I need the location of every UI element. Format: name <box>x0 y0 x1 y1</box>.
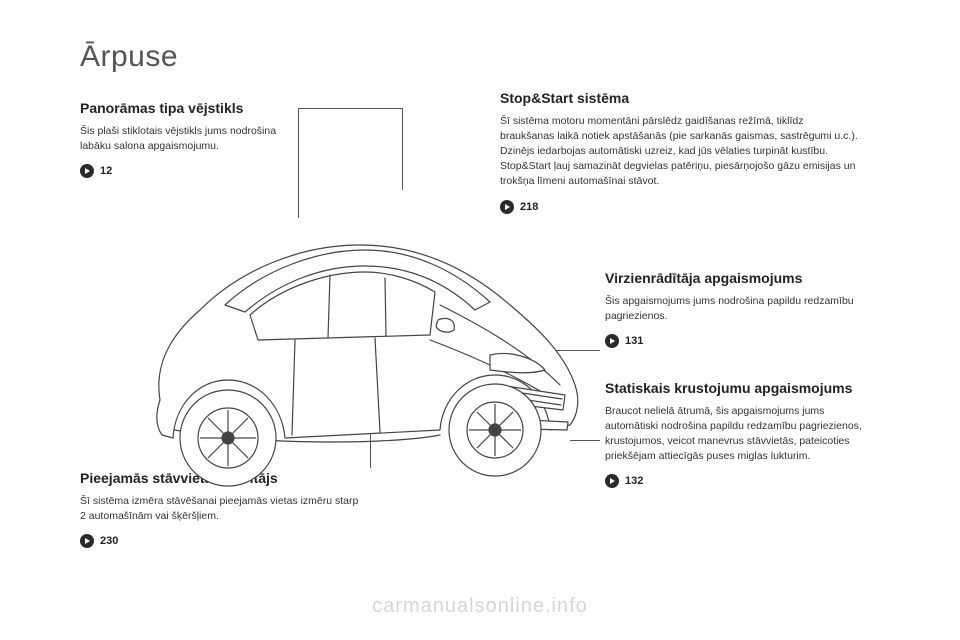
heading-virziens: Virzienrādītāja apgaismojums <box>605 270 870 288</box>
ref-num: 132 <box>625 475 643 487</box>
ref-pieejamas: 230 <box>80 534 360 548</box>
heading-panorama: Panorāmas tipa vējstikls <box>80 100 290 118</box>
play-icon <box>80 164 94 178</box>
body-statiskais: Braucot nelielā ātrumā, šis apgaismojums… <box>605 404 870 465</box>
body-pieejamas: Šī sistēma izmēra stāvēšanai pieejamās v… <box>80 494 360 524</box>
ref-panorama: 12 <box>80 164 290 178</box>
body-virziens: Šis apgaismojums jums nodrošina papildu … <box>605 294 870 324</box>
heading-statiskais: Statiskais krustojumu apgaismojums <box>605 380 870 398</box>
play-icon <box>605 334 619 348</box>
ref-virziens: 131 <box>605 334 870 348</box>
section-virziens: Virzienrādītāja apgaismojums Šis apgaism… <box>605 270 870 348</box>
heading-stopstart: Stop&Start sistēma <box>500 90 860 108</box>
body-panorama: Šis plaši stiklotais vējstikls jums nodr… <box>80 124 290 154</box>
body-stopstart: Šī sistēma motoru momentāni pārslēdz gai… <box>500 114 860 190</box>
watermark: carmanualsonline.info <box>372 595 588 618</box>
ref-num: 230 <box>100 535 118 547</box>
leader-line <box>402 108 403 190</box>
section-panorama: Panorāmas tipa vējstikls Šis plaši stikl… <box>80 100 290 178</box>
leader-line <box>298 108 402 109</box>
manual-page: Ārpuse Panorāmas tipa vējstikls Šis plaš… <box>0 0 960 640</box>
ref-num: 12 <box>100 165 112 177</box>
page-title: Ārpuse <box>80 40 900 74</box>
ref-num: 131 <box>625 335 643 347</box>
play-icon <box>605 474 619 488</box>
play-icon <box>80 534 94 548</box>
section-statiskais: Statiskais krustojumu apgaismojums Brauc… <box>605 380 870 488</box>
ref-statiskais: 132 <box>605 474 870 488</box>
car-illustration <box>130 190 590 490</box>
